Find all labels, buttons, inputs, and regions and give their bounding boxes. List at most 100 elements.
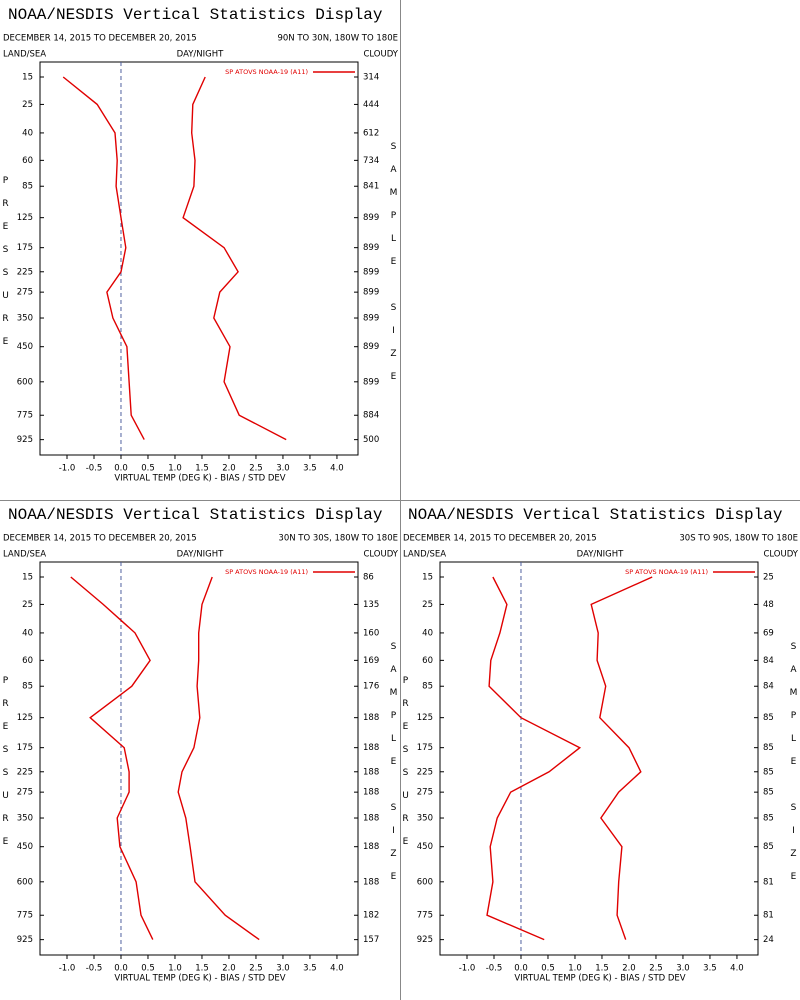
x-tick-label: 0.0 — [114, 964, 128, 974]
sample-size-label: 188 — [363, 767, 379, 777]
sample-size-label: 84 — [763, 656, 774, 666]
x-axis-label: VIRTUAL TEMP (DEG K) - BIAS / STD DEV — [114, 974, 285, 984]
x-tick-label: -1.0 — [59, 464, 76, 474]
legend-label: SP ATOVS NOAA-19 (A11) — [225, 68, 308, 76]
sample-size-label: 899 — [363, 267, 379, 277]
sample-size-label: 899 — [363, 314, 379, 324]
y-tick-label: 225 — [417, 767, 433, 777]
sample-size-label: 899 — [363, 243, 379, 253]
x-tick-label: 1.0 — [568, 964, 582, 974]
sample-size-label: 69 — [763, 628, 774, 638]
y-axis-label: PRESSURE — [1, 676, 11, 860]
sample-size-label: 81 — [763, 911, 774, 921]
profile-line — [486, 576, 582, 941]
sample-size-label: 85 — [763, 713, 774, 723]
subtitle: DECEMBER 14, 2015 TO DECEMBER 20, 2015 — [3, 534, 197, 544]
x-tick-label: 4.0 — [730, 964, 744, 974]
plot-frame — [39, 561, 359, 956]
y-tick-label: 60 — [22, 156, 33, 166]
sample-size-label: 85 — [763, 767, 774, 777]
y2-axis-label: SAMPLE SIZE — [789, 642, 799, 895]
y-tick-label: 600 — [17, 377, 33, 387]
sample-size-label: 85 — [763, 814, 774, 824]
sample-size-label: 81 — [763, 877, 774, 887]
y-axis-label: PRESSURE — [401, 676, 411, 860]
sample-size-label: 899 — [363, 288, 379, 298]
region: 30S TO 90S, 180W TO 180E — [679, 534, 798, 544]
profile-line — [182, 76, 287, 441]
y-tick-label: 275 — [17, 288, 33, 298]
header: CLOUDY — [763, 550, 798, 560]
x-tick-label: 3.5 — [703, 964, 717, 974]
y-tick-label: 775 — [17, 411, 33, 421]
x-tick-label: 4.0 — [330, 464, 344, 474]
profile-line — [62, 76, 145, 440]
y-tick-label: 350 — [17, 814, 33, 824]
sample-size-label: 188 — [363, 788, 379, 798]
y-tick-label: 85 — [422, 682, 433, 692]
y-tick-label: 15 — [22, 73, 33, 83]
sample-size-label: 899 — [363, 342, 379, 352]
profile-line — [177, 576, 260, 941]
sample-size-label: 188 — [363, 814, 379, 824]
sample-size-label: 160 — [363, 628, 379, 638]
header: DAY/NIGHT — [177, 550, 224, 560]
y-tick-label: 25 — [22, 600, 33, 610]
plot-frame — [439, 561, 759, 956]
sample-size-label: 841 — [363, 182, 379, 192]
x-tick-label: 1.0 — [168, 964, 182, 974]
x-tick-label: 1.5 — [195, 464, 209, 474]
x-tick-label: 2.0 — [622, 964, 636, 974]
sample-size-label: 135 — [363, 600, 379, 610]
y-tick-label: 600 — [417, 877, 433, 887]
x-tick-label: -1.0 — [59, 964, 76, 974]
sample-size-label: 188 — [363, 842, 379, 852]
y-tick-label: 925 — [417, 935, 433, 945]
sample-size-label: 734 — [363, 156, 379, 166]
y-tick-label: 225 — [17, 267, 33, 277]
y-tick-label: 125 — [417, 713, 433, 723]
y2-axis-label: SAMPLE SIZE — [389, 142, 399, 395]
y-tick-label: 85 — [22, 682, 33, 692]
sample-size-label: 884 — [363, 411, 379, 421]
x-tick-label: 2.0 — [222, 964, 236, 974]
y-tick-label: 175 — [17, 243, 33, 253]
header: LAND/SEA — [403, 550, 446, 560]
y-tick-label: 60 — [422, 656, 433, 666]
header: DAY/NIGHT — [577, 550, 624, 560]
y2-axis-label: SAMPLE SIZE — [389, 642, 399, 895]
y-tick-label: 275 — [17, 788, 33, 798]
x-tick-label: 3.0 — [276, 964, 290, 974]
sample-size-label: 188 — [363, 713, 379, 723]
header: LAND/SEA — [3, 550, 46, 560]
y-tick-label: 175 — [17, 743, 33, 753]
y-tick-label: 25 — [22, 100, 33, 110]
y-tick-label: 40 — [22, 128, 33, 138]
y-tick-label: 450 — [417, 842, 433, 852]
sample-size-label: 84 — [763, 682, 774, 692]
y-tick-label: 15 — [422, 573, 433, 583]
y-tick-label: 450 — [17, 342, 33, 352]
y-tick-label: 350 — [17, 314, 33, 324]
x-tick-label: 1.0 — [168, 464, 182, 474]
y-tick-label: 15 — [22, 573, 33, 583]
x-tick-label: 3.5 — [303, 964, 317, 974]
sample-size-label: 86 — [363, 573, 374, 583]
x-tick-label: 2.5 — [649, 964, 663, 974]
x-tick-label: 4.0 — [330, 964, 344, 974]
x-axis-label: VIRTUAL TEMP (DEG K) - BIAS / STD DEV — [114, 474, 285, 484]
x-tick-label: -0.5 — [86, 464, 103, 474]
header: CLOUDY — [363, 50, 398, 60]
sample-size-label: 188 — [363, 743, 379, 753]
sample-size-label: 500 — [363, 435, 379, 445]
header: LAND/SEA — [3, 50, 46, 60]
y-tick-label: 275 — [417, 788, 433, 798]
x-axis-label: VIRTUAL TEMP (DEG K) - BIAS / STD DEV — [514, 974, 685, 984]
sample-size-label: 899 — [363, 213, 379, 223]
region: 30N TO 30S, 180W TO 180E — [278, 534, 398, 544]
y-tick-label: 350 — [417, 814, 433, 824]
x-tick-label: 3.0 — [276, 464, 290, 474]
y-tick-label: 225 — [17, 767, 33, 777]
chart-title: NOAA/NESDIS Vertical Statistics Display — [408, 506, 783, 524]
